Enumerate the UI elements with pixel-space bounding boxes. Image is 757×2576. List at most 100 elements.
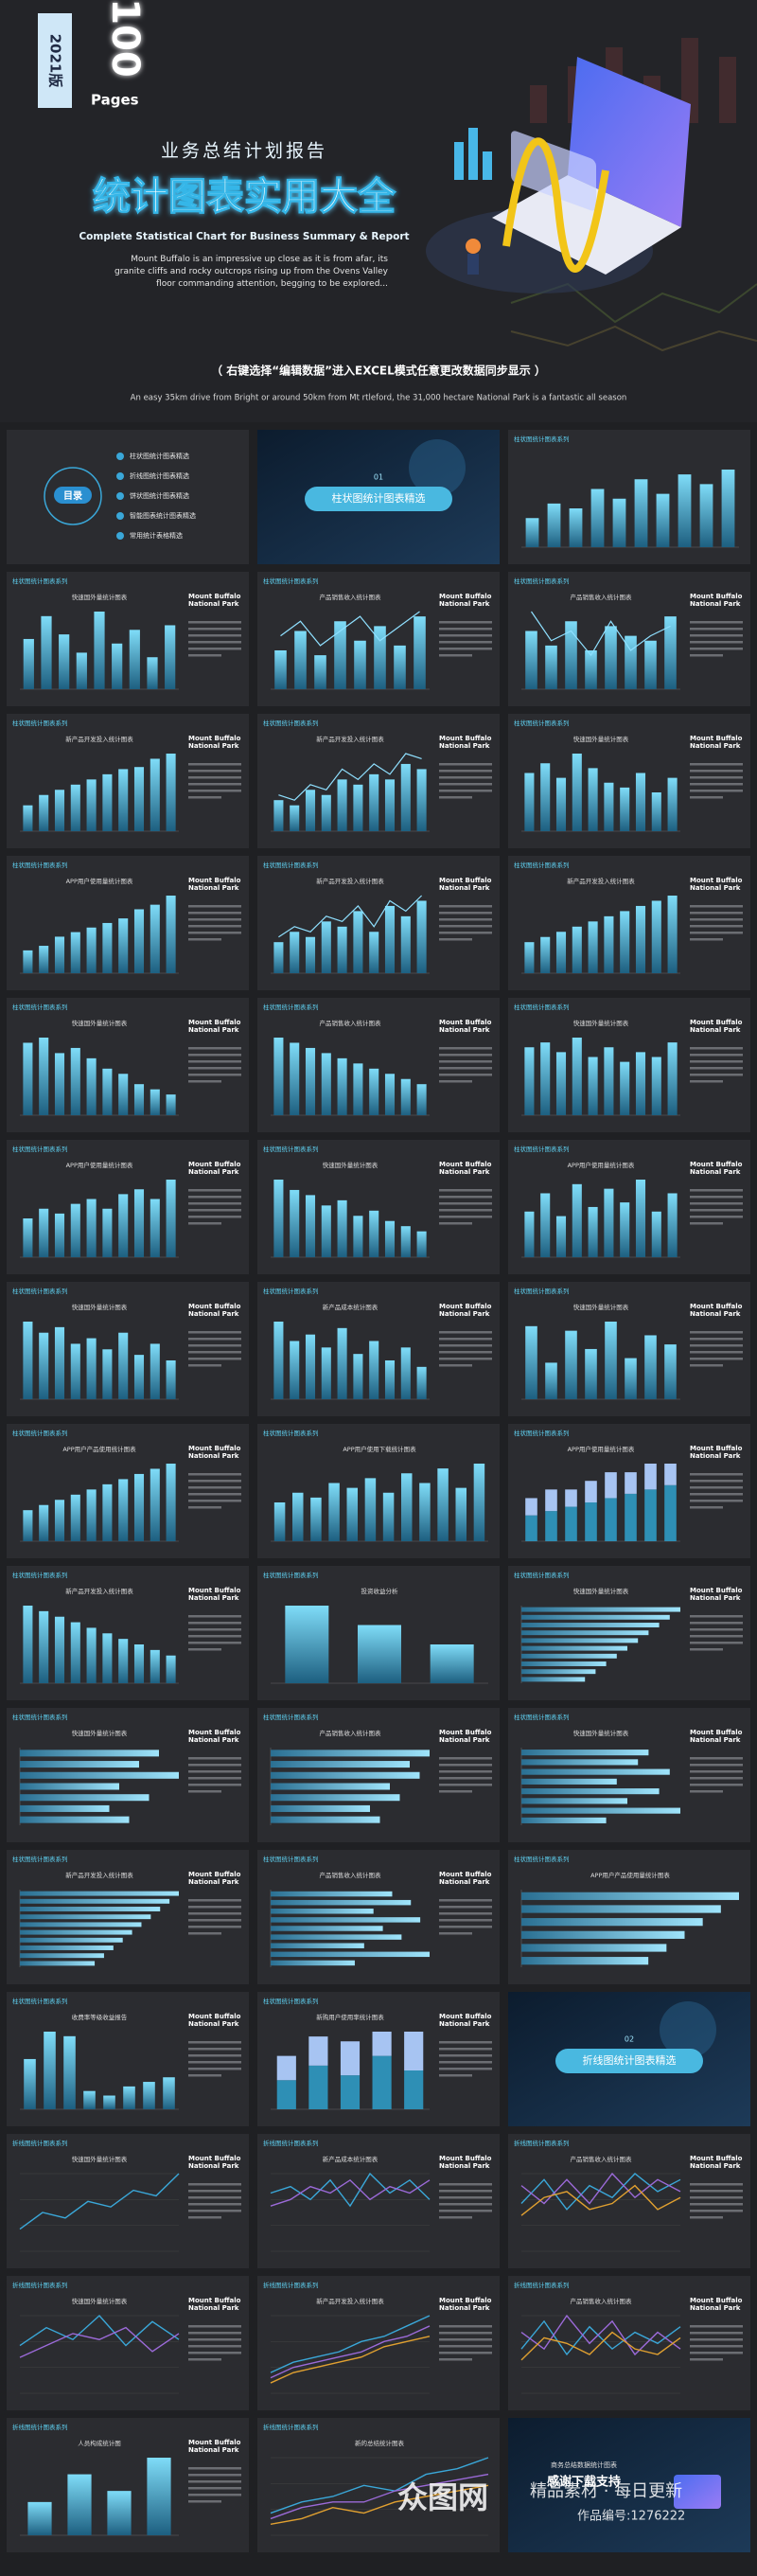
text-placeholder xyxy=(690,1622,743,1625)
text-placeholder xyxy=(188,1054,241,1057)
text-placeholder xyxy=(690,763,743,766)
bar xyxy=(369,773,379,831)
chart-heading: APP用户使用量统计图表 xyxy=(568,1161,635,1169)
section-pill xyxy=(305,487,452,511)
bar xyxy=(346,1487,358,1541)
slide-title: 折线图统计图表系列 xyxy=(514,2139,570,2147)
bar xyxy=(23,1042,33,1115)
bar xyxy=(384,1074,396,1115)
bar xyxy=(292,1492,304,1541)
end-label: 感谢下载支持 xyxy=(547,2475,621,2490)
slide-title: 柱状图统计图表系列 xyxy=(12,1287,68,1295)
bar xyxy=(384,779,396,831)
bar xyxy=(545,1511,557,1541)
bar xyxy=(147,2458,171,2535)
toc-item: 智能图表统计图表精选 xyxy=(130,511,196,520)
text-placeholder xyxy=(439,763,492,766)
text-placeholder xyxy=(188,2467,241,2470)
slide: 柱状图统计图表系列 APP用户使用量统计图表 Mount Buffalo Natio… xyxy=(508,1140,750,1274)
text-placeholder xyxy=(439,2183,492,2186)
text-placeholder xyxy=(188,770,241,773)
bar xyxy=(664,1344,677,1399)
bar xyxy=(620,1061,630,1115)
text-placeholder xyxy=(439,634,492,637)
bar xyxy=(133,1189,145,1257)
text-placeholder xyxy=(439,1926,492,1928)
bar xyxy=(271,1750,430,1757)
text-placeholder xyxy=(690,1784,743,1786)
bar xyxy=(23,1606,33,1683)
bar xyxy=(572,926,582,973)
bar xyxy=(321,794,331,831)
bar xyxy=(271,1804,370,1812)
side-box: Mount Buffalo National Park xyxy=(439,2297,491,2312)
chart-heading: 快速国外量统计图表 xyxy=(573,1303,629,1311)
text-placeholder xyxy=(188,1344,241,1347)
slide-title: 柱状图统计图表系列 xyxy=(263,1145,319,1153)
bar xyxy=(118,1479,129,1541)
text-placeholder xyxy=(690,1473,743,1476)
bar-segment xyxy=(605,1472,617,1499)
text-placeholder xyxy=(188,1189,241,1192)
bar xyxy=(94,612,105,689)
text-placeholder xyxy=(690,776,743,779)
bar xyxy=(150,758,160,831)
bar xyxy=(635,905,646,973)
bar xyxy=(102,1633,113,1683)
bar xyxy=(635,773,646,831)
slide-title: 折线图统计图表系列 xyxy=(12,2139,68,2147)
bar xyxy=(20,1945,114,1950)
side-title: Mount Buffalo National Park xyxy=(690,1019,743,1034)
bar xyxy=(651,1057,661,1115)
bar xyxy=(404,2070,424,2109)
chart-heading: 产品销售收入统计图表 xyxy=(571,2297,633,2305)
bar xyxy=(133,1084,145,1115)
subtitle: 业务总结计划报告 xyxy=(161,141,327,162)
bar xyxy=(565,1506,577,1541)
text-placeholder xyxy=(188,2190,241,2193)
chart-heading: 快速国外量统计图表 xyxy=(323,1161,378,1169)
chart-heading: 产品销售收入统计图表 xyxy=(320,1729,382,1737)
text-placeholder xyxy=(188,2183,241,2186)
bar xyxy=(521,1614,670,1620)
bar xyxy=(150,1199,160,1257)
text-placeholder xyxy=(439,905,492,908)
bar xyxy=(334,621,346,689)
text-placeholder xyxy=(439,1189,492,1192)
text-placeholder xyxy=(439,2048,492,2051)
bar xyxy=(644,1335,657,1399)
text-placeholder xyxy=(188,654,221,657)
slide: 柱状图统计图表系列 APP用户使用量统计图表 Mount Buffalo Natio… xyxy=(508,1424,750,1558)
bar xyxy=(271,1960,355,1966)
text-placeholder xyxy=(439,621,492,624)
bar xyxy=(147,657,158,689)
text-placeholder xyxy=(188,2061,241,2064)
bar xyxy=(540,936,551,973)
trend-line xyxy=(531,611,671,657)
text-placeholder xyxy=(690,2352,743,2354)
text-placeholder xyxy=(188,2352,241,2354)
text-placeholder xyxy=(188,1209,241,1212)
bar xyxy=(20,1929,132,1935)
bar xyxy=(337,1199,347,1257)
text-placeholder xyxy=(690,2203,743,2206)
text-placeholder xyxy=(188,763,241,766)
toc-dot xyxy=(116,512,124,520)
bar xyxy=(430,1644,474,1683)
bar xyxy=(525,631,537,689)
text-placeholder xyxy=(188,1784,241,1786)
bar xyxy=(585,1502,597,1541)
bar xyxy=(118,1639,129,1683)
text-placeholder xyxy=(690,1757,743,1760)
bar xyxy=(340,2075,361,2109)
bar xyxy=(634,479,648,547)
bar xyxy=(374,626,386,689)
bar xyxy=(70,1343,80,1399)
bar xyxy=(369,1341,379,1399)
text-placeholder xyxy=(690,621,743,624)
chart-heading: 收费率等级收益报告 xyxy=(72,2013,128,2021)
bar xyxy=(102,1483,113,1541)
side-title: Mount Buffalo National Park xyxy=(439,1871,492,1886)
bar-segment xyxy=(276,2055,296,2081)
